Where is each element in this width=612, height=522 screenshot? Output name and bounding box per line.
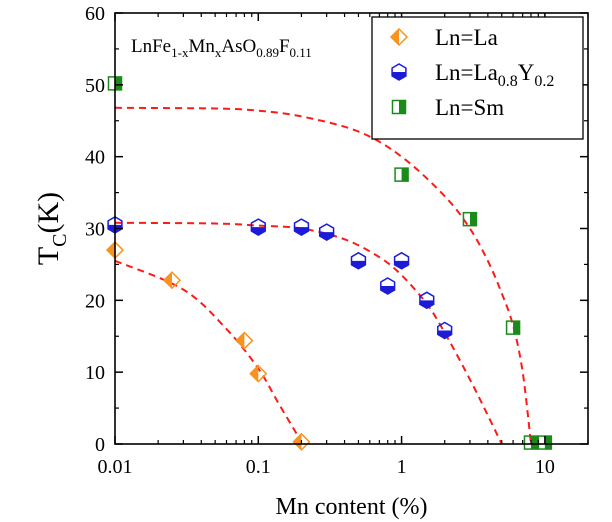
y-axis-label: TC(K) (32, 192, 71, 265)
y-tick-label: 50 (85, 75, 105, 97)
data-point (235, 331, 254, 350)
y-tick-label: 40 (85, 147, 105, 169)
x-axis-label: Mn content (%) (276, 494, 428, 520)
data-point (350, 251, 367, 270)
x-tick-label: 0.1 (246, 456, 271, 478)
data-point (249, 364, 268, 383)
data-point (380, 277, 396, 295)
x-tick-label: 0.01 (98, 456, 133, 478)
data-point (419, 291, 435, 310)
y-tick-label: 30 (85, 219, 105, 241)
y-tick-label: 20 (85, 290, 105, 312)
fit-curve (115, 221, 503, 444)
annotation-text: LnFe1-xMnxAsO0.89F0.11 (131, 36, 312, 60)
data-point (437, 321, 453, 340)
y-tick-label: 0 (95, 434, 105, 456)
x-tick-label: 10 (535, 456, 555, 478)
data-point (462, 211, 478, 227)
legend-label: Ln=Sm (435, 95, 504, 120)
y-tick-label: 60 (85, 3, 105, 25)
legend-marker (391, 99, 407, 115)
x-tick-label: 1 (397, 456, 407, 478)
data-point (162, 271, 182, 290)
legend-label: Ln=La (435, 25, 498, 50)
data-point (523, 435, 539, 450)
fit-curve (115, 106, 532, 444)
data-point (318, 223, 335, 241)
legend-marker (389, 27, 409, 47)
compound-annotation: LnFe1-xMnxAsO0.89F0.11 (131, 36, 312, 60)
y-tick-label: 10 (85, 362, 105, 384)
data-point (394, 167, 409, 182)
fit-curve (115, 259, 303, 443)
legend-marker (391, 63, 407, 81)
axes: 0 10 20 30 40 50 60 0.01 0.1 1 10 (85, 3, 589, 478)
axis-labels: Mn content (%) TC(K) (32, 192, 427, 520)
data-point (505, 320, 521, 335)
data-point (250, 218, 266, 236)
fit-curves (115, 106, 532, 444)
legend-label: Ln=La0.8Y0.2 (435, 60, 554, 90)
data-point (292, 432, 311, 451)
legend: Ln=La Ln=La0.8Y0.2 Ln=Sm (371, 16, 584, 140)
data-point (293, 218, 310, 236)
data-point (393, 251, 410, 270)
